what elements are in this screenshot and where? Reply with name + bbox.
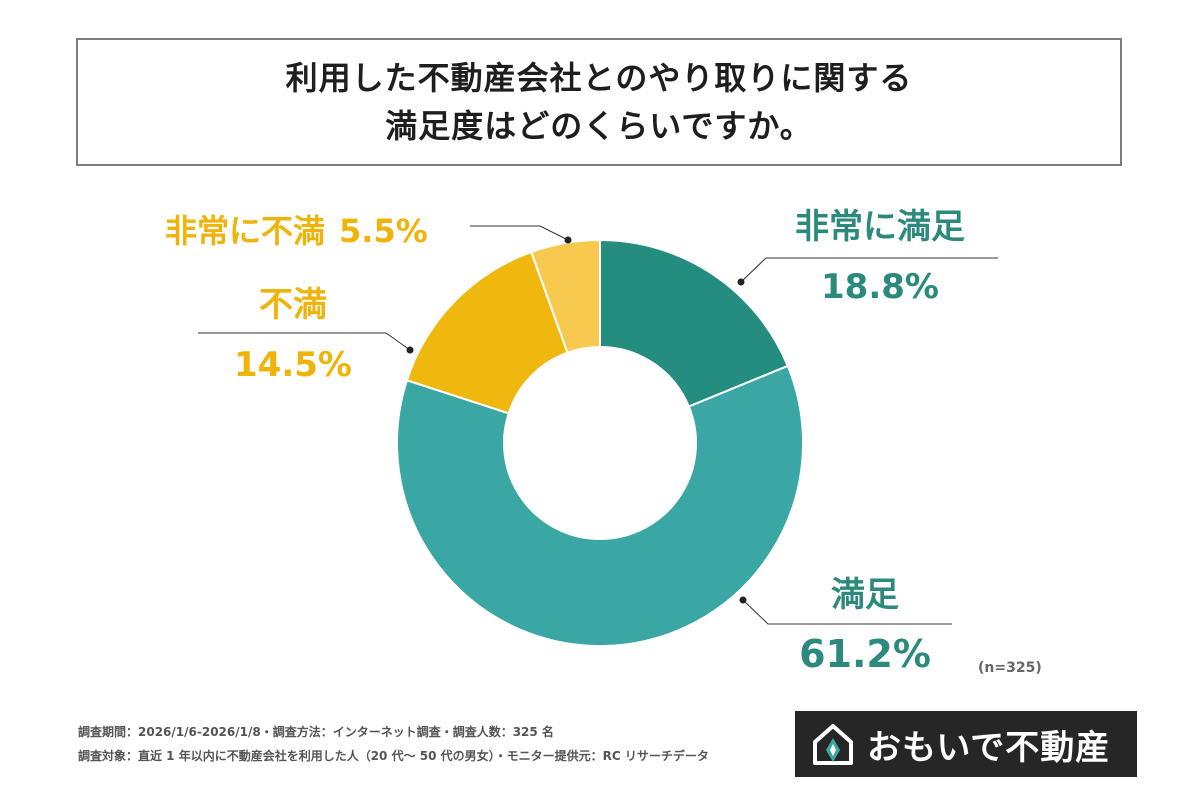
slice-2 [396,364,804,647]
leader-line-2 [742,599,952,625]
leader-dot-2 [739,596,747,604]
slice-3 [405,250,569,415]
slice-value-1: 18.8% [821,267,939,307]
sample-size: (n=325) [978,660,1042,676]
leader-dot-4 [564,236,572,244]
slice-label-3: 不満 [259,285,327,325]
leader-line-1 [740,257,998,283]
slice-annotation-4: 非常に不満 5.5% [165,212,428,250]
chart-title-line1: 利用した不動産会社とのやり取りに関する [285,59,913,97]
chart-title: 利用した不動産会社とのやり取りに関する 満足度はどのくらいですか。 [286,54,913,150]
slice-1 [599,238,790,408]
slice-label-2: 満足 [831,575,899,615]
logo-text: おもいで不動産 [867,727,1111,768]
leader-dot-3 [406,346,414,354]
footnote-target: 調査対象：直近 1 年以内に不動産会社を利用した人（20 代〜 50 代の男女）… [78,749,709,763]
house-icon [813,724,853,765]
footnotes: 調査期間：2026/1/6-2026/1/8・調査方法：インターネット調査・調査… [78,720,709,768]
slice-4 [529,238,601,354]
slice-value-3: 14.5% [234,345,352,385]
leader-dot-1 [737,278,745,286]
slice-label-1: 非常に満足 [795,207,965,247]
slice-value-4: 5.5% [339,212,428,250]
leader-line-3 [198,332,411,351]
title-box: 利用した不動産会社とのやり取りに関する 満足度はどのくらいですか。 [76,38,1122,166]
footnote-period: 調査期間：2026/1/6-2026/1/8・調査方法：インターネット調査・調査… [78,725,554,739]
brand-logo: おもいで不動産 [795,711,1137,777]
chart-title-line2: 満足度はどのくらいですか。 [385,107,813,145]
leader-line-4 [470,225,569,241]
slice-label-4: 非常に不満 [165,212,325,250]
slice-value-2: 61.2% [799,632,931,676]
